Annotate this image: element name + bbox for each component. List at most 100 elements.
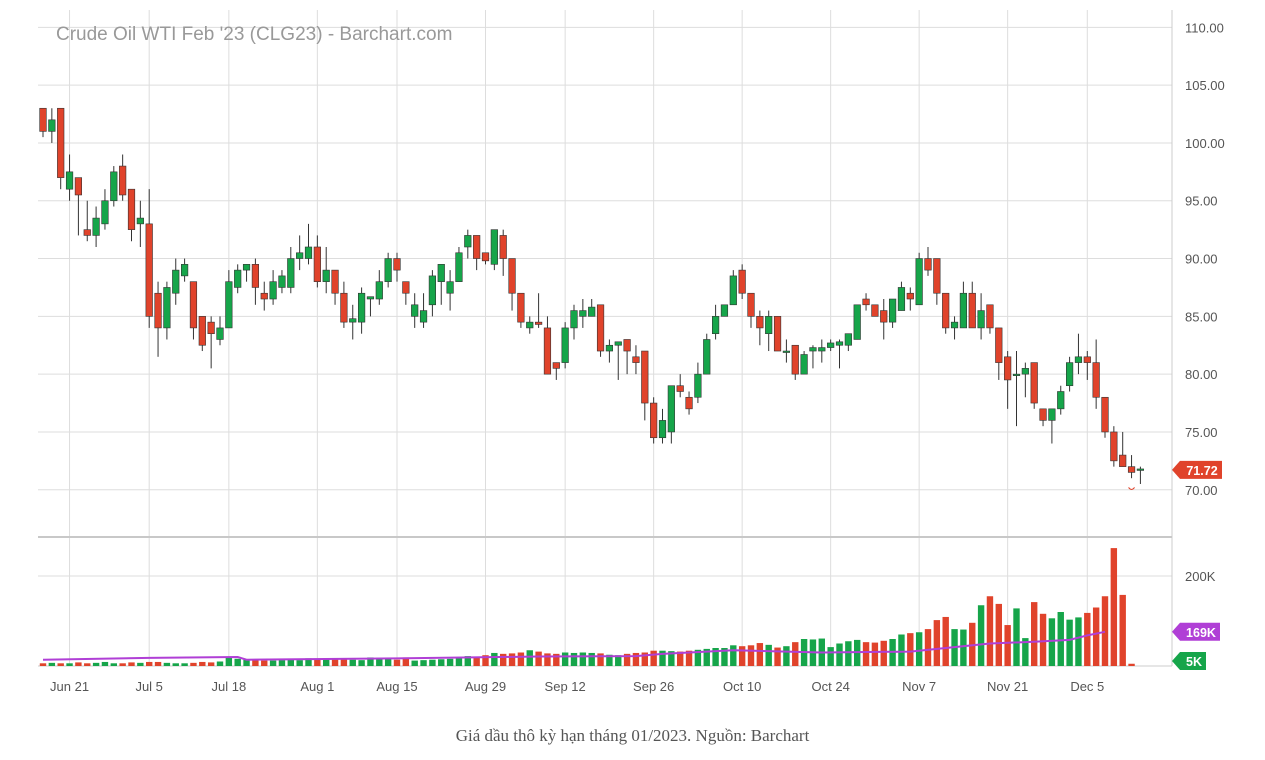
candle-body [1127,466,1136,473]
volume-bar [66,663,73,666]
volume-bar [48,662,56,666]
y-tick-label: 75.00 [1185,425,1218,440]
volume-bar [323,658,330,666]
volume-bar [1119,594,1126,666]
candle-body [1083,356,1091,363]
candle-body [641,350,649,404]
volume-bar [871,642,879,666]
candle-body [1004,356,1012,381]
volume-bar [615,655,622,666]
volume-bar [163,662,171,666]
candle-body [207,321,215,334]
volume-bar [641,652,648,666]
x-tick-label: Nov 7 [902,679,936,694]
x-tick-label: Jul 18 [211,679,246,694]
candle-body [340,292,348,323]
candle-body [667,385,675,433]
volume-bar [1057,612,1064,666]
volume-tag-bg [1172,652,1206,670]
candle-body [304,246,313,259]
volume-bar [331,658,339,666]
candle-body [747,292,755,317]
volume-bar [1022,638,1029,666]
candle-body [260,292,268,300]
volume-bar [181,663,188,666]
candle-body [711,316,720,334]
volume-bar [438,659,445,666]
candle-body [526,321,534,329]
avg-volume-tag-bg [1172,622,1220,641]
volume-bar [154,661,162,666]
volume-bar [685,650,693,666]
volume-bar [1084,612,1091,666]
candle-body [455,252,463,282]
volume-bar [128,662,135,666]
volume-bar [482,655,489,666]
candle-body [1074,356,1083,363]
volume-bar [960,629,967,666]
volume-bar [296,660,303,666]
volume-tick-label: 200K [1185,569,1216,584]
candle-body [729,275,737,306]
volume-bar [349,659,356,666]
volume-bar [942,616,949,666]
candle-body [74,177,82,196]
volume-bar [500,653,507,666]
x-tick-label: Oct 24 [812,679,850,694]
candle-body [579,310,587,317]
candle-body [136,217,144,225]
candle-body [1021,368,1029,375]
volume-bar [340,659,348,666]
candle-body [800,354,808,375]
candle-body [1039,408,1047,421]
candle-body [1057,391,1065,410]
x-tick-label: Nov 21 [987,679,1028,694]
candle-body [375,281,383,300]
y-tick-label: 70.00 [1185,483,1218,498]
candle-body [172,269,180,294]
volume-bar [712,648,719,666]
volume-bar [570,652,578,666]
low-marker [1128,487,1135,490]
volume-bar [588,652,595,666]
volume-bar [694,649,702,666]
candle-body [234,269,242,288]
volume-bar [756,643,764,666]
candle-body [977,310,985,329]
candle-body [570,310,578,329]
volume-bar [491,652,498,666]
volume-bar [1128,663,1135,666]
candle-body [517,292,525,323]
candle-body [428,275,437,306]
x-tick-label: Sep 12 [545,679,586,694]
last-price-tag: 71.72 [1186,464,1217,478]
volume-bar [455,657,463,666]
candle-body [269,281,277,300]
candle-body [942,292,950,329]
candle-body [534,321,543,325]
volume-bar [199,661,206,666]
candle-body [402,281,410,294]
candle-body [48,119,56,132]
volume-bar [225,657,233,666]
volume-bar [924,629,932,666]
volume-bar [92,662,100,666]
candle-body [561,327,569,363]
x-tick-label: Jun 21 [50,679,89,694]
volume-bar [765,644,772,666]
candle-body [1048,408,1056,421]
volume-bar [84,663,91,666]
volume-bar [668,651,675,666]
volume-bar [216,661,224,666]
candle-body [57,107,65,178]
volume-bar [446,658,454,666]
candle-body [278,275,286,288]
volume-bar [597,653,604,666]
volume-bar [261,660,268,666]
candle-body [756,316,764,329]
candle-body [490,229,498,265]
figure-caption: Giá dầu thô kỳ hạn tháng 01/2023. Nguồn:… [455,726,810,745]
volume-tag: 5K [1186,655,1202,669]
candle-body [357,292,366,323]
x-tick-label: Aug 15 [376,679,417,694]
